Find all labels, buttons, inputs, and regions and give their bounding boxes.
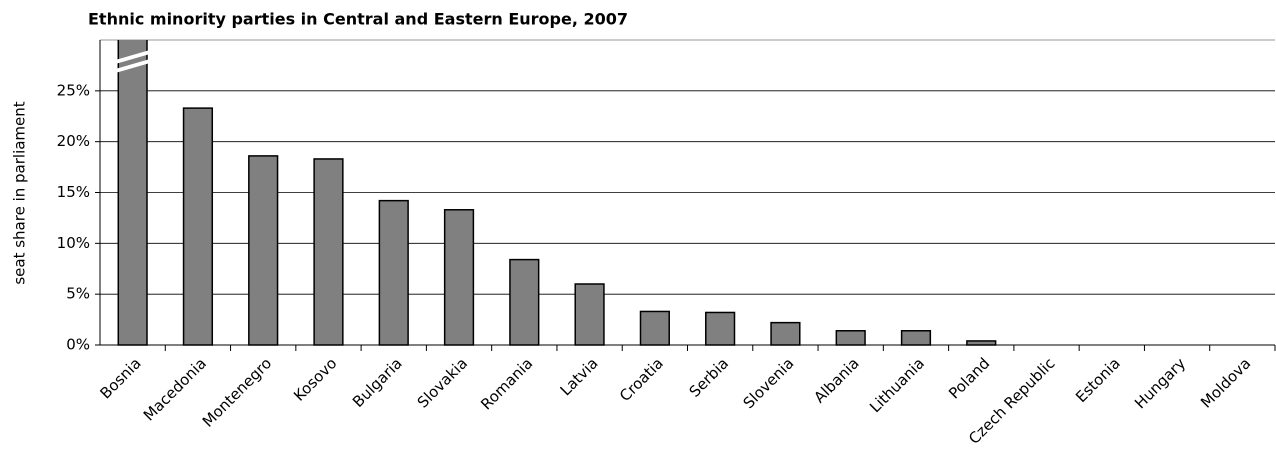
x-tick-label: Montenegro	[199, 354, 275, 430]
x-tick-label: Slovenia	[740, 354, 798, 412]
bar	[835, 330, 866, 346]
x-tick-label: Moldova	[1197, 354, 1254, 411]
bar	[639, 310, 670, 346]
x-tick-label: Hungary	[1131, 354, 1189, 412]
bar	[378, 199, 409, 346]
bar	[900, 330, 932, 346]
chart-title: Ethnic minority parties in Central and E…	[88, 10, 628, 29]
bar	[705, 311, 736, 346]
axis-break	[115, 59, 150, 73]
axis: 0% 5% 10% 15% 20% 25% BosniaMacedoniaMontenegr…	[57, 40, 1276, 448]
y-tick-label: 10%	[57, 234, 90, 252]
y-tick-label: 15%	[57, 183, 90, 201]
x-tick-label: Bulgaria	[349, 354, 406, 411]
bar	[509, 258, 540, 346]
x-tick-label: Lithuania	[866, 354, 928, 416]
bar	[248, 155, 279, 346]
bar	[966, 340, 997, 346]
x-tick-label: Albania	[810, 354, 862, 406]
x-tick-label: Latvia	[557, 354, 602, 399]
x-tick-label: Poland	[945, 354, 993, 402]
bar	[443, 209, 475, 346]
y-tick-label: 20%	[57, 132, 90, 150]
bars	[115, 40, 997, 346]
x-tick-label: Serbia	[686, 354, 733, 401]
bar	[574, 283, 605, 346]
y-tick-label: 5%	[66, 285, 90, 303]
x-tick-label: Bosnia	[96, 354, 144, 402]
y-tick-label: 25%	[57, 81, 90, 99]
x-tick-label: Estonia	[1072, 354, 1124, 406]
x-tick-label: Romania	[477, 354, 536, 413]
axis-break	[115, 50, 150, 64]
y-axis-label: seat share in parliament	[11, 101, 29, 284]
bar	[182, 107, 214, 346]
y-tick-label: 0%	[66, 336, 90, 354]
x-tick-label: Macedonia	[140, 354, 210, 424]
bar	[117, 40, 148, 346]
bar	[313, 158, 344, 346]
x-tick-label: Croatia	[616, 354, 667, 405]
x-tick-label: Slovakia	[414, 354, 471, 411]
bar	[770, 321, 801, 346]
x-tick-label: Kosovo	[290, 354, 340, 404]
